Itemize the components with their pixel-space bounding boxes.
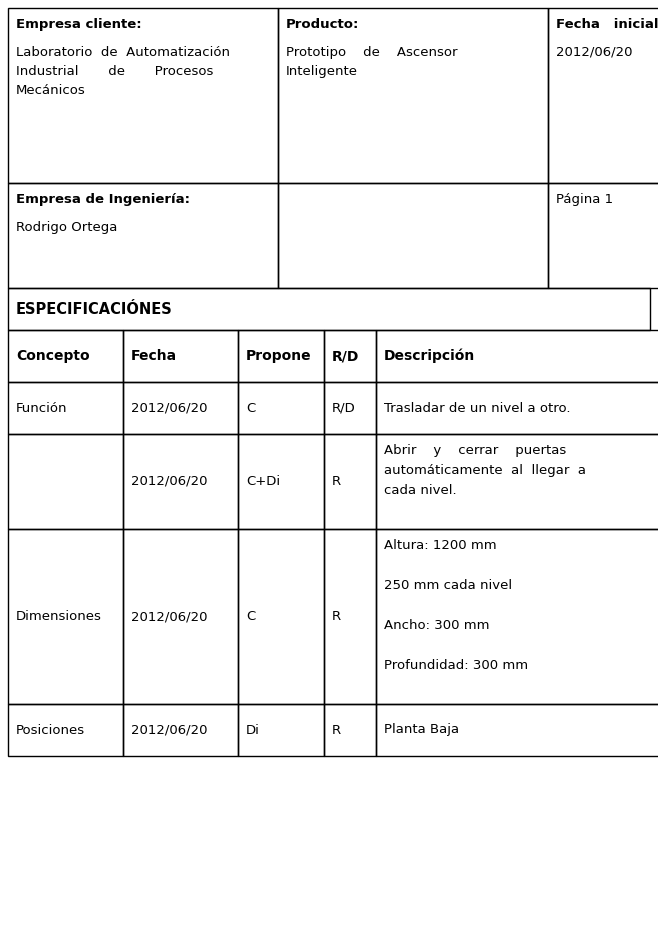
Bar <box>324 382 376 434</box>
Bar <box>8 330 123 382</box>
Text: C: C <box>246 402 255 415</box>
Bar <box>123 330 238 382</box>
Bar <box>324 330 376 382</box>
Bar <box>278 183 548 288</box>
Bar <box>238 529 324 704</box>
Bar <box>324 529 376 704</box>
Text: Concepto: Concepto <box>16 349 89 363</box>
Text: 2012/06/20: 2012/06/20 <box>131 402 207 415</box>
Bar <box>278 8 548 183</box>
Bar <box>123 704 238 756</box>
Bar <box>238 434 324 529</box>
Bar <box>376 434 658 529</box>
Text: Planta Baja: Planta Baja <box>384 724 459 737</box>
Text: Prototipo    de    Ascensor
Inteligente: Prototipo de Ascensor Inteligente <box>286 46 457 78</box>
Text: Altura: 1200 mm

250 mm cada nivel

Ancho: 300 mm

Profundidad: 300 mm: Altura: 1200 mm 250 mm cada nivel Ancho:… <box>384 539 528 672</box>
Bar <box>376 330 658 382</box>
Bar <box>548 8 658 183</box>
Text: Fecha: Fecha <box>131 349 177 363</box>
Text: ESPECIFICACIÓNES: ESPECIFICACIÓNES <box>16 302 173 317</box>
Text: Dimensiones: Dimensiones <box>16 610 102 623</box>
Text: R/D: R/D <box>332 402 356 415</box>
Bar <box>324 434 376 529</box>
Bar <box>8 288 650 330</box>
Text: Página 1: Página 1 <box>556 193 613 206</box>
Bar <box>8 8 278 183</box>
Bar <box>238 382 324 434</box>
Bar <box>8 529 123 704</box>
Text: Fecha   inicial:: Fecha inicial: <box>556 18 658 31</box>
Text: Propone: Propone <box>246 349 312 363</box>
Bar <box>123 382 238 434</box>
Bar <box>324 704 376 756</box>
Bar <box>123 529 238 704</box>
Text: Empresa de Ingeniería:: Empresa de Ingeniería: <box>16 193 190 206</box>
Text: C+Di: C+Di <box>246 475 280 488</box>
Text: Abrir    y    cerrar    puertas
automáticamente  al  llegar  a
cada nivel.: Abrir y cerrar puertas automáticamente a… <box>384 444 586 497</box>
Bar <box>8 704 123 756</box>
Text: 2012/06/20: 2012/06/20 <box>556 46 632 59</box>
Text: 2012/06/20: 2012/06/20 <box>131 724 207 737</box>
Text: Descripción: Descripción <box>384 348 475 363</box>
Bar <box>238 330 324 382</box>
Text: Laboratorio  de  Automatización
Industrial       de       Procesos
Mecánicos: Laboratorio de Automatización Industrial… <box>16 46 230 97</box>
Text: Función: Función <box>16 402 68 415</box>
Text: 2012/06/20: 2012/06/20 <box>131 475 207 488</box>
Text: R: R <box>332 475 341 488</box>
Text: Producto:: Producto: <box>286 18 359 31</box>
Bar <box>376 704 658 756</box>
Text: C: C <box>246 610 255 623</box>
Text: R/D: R/D <box>332 349 359 363</box>
Text: R: R <box>332 724 341 737</box>
Text: 2012/06/20: 2012/06/20 <box>131 610 207 623</box>
Bar <box>238 704 324 756</box>
Text: Rodrigo Ortega: Rodrigo Ortega <box>16 220 117 234</box>
Text: Trasladar de un nivel a otro.: Trasladar de un nivel a otro. <box>384 402 570 415</box>
Text: Di: Di <box>246 724 260 737</box>
Bar <box>8 183 278 288</box>
Bar <box>548 183 658 288</box>
Bar <box>123 434 238 529</box>
Bar <box>376 529 658 704</box>
Bar <box>8 434 123 529</box>
Bar <box>376 382 658 434</box>
Text: Posiciones: Posiciones <box>16 724 85 737</box>
Text: R: R <box>332 610 341 623</box>
Bar <box>8 382 123 434</box>
Text: Empresa cliente:: Empresa cliente: <box>16 18 141 31</box>
